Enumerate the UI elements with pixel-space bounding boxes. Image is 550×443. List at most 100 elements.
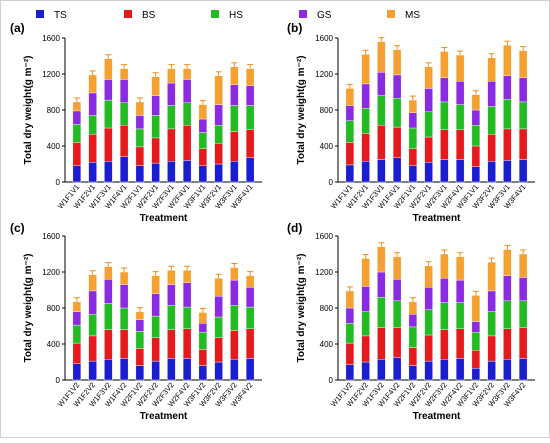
bar-gs-w2f3v1: [440, 77, 449, 103]
bar-bs-w1f1v2: [72, 342, 82, 365]
legend-label: TS: [54, 10, 67, 21]
bar-hs-w3f1v2: [198, 332, 208, 350]
error-bar: [73, 97, 80, 102]
bar-bs-w1f4v2: [119, 329, 129, 359]
legend-swatch: [124, 10, 132, 18]
bar-bs-w2f2v1: [424, 136, 433, 163]
bar-gs-w3f3v2: [503, 275, 512, 302]
bar-gs-w2f3v1: [167, 82, 176, 106]
bar-ts-w2f2v2: [151, 360, 160, 381]
bar-gs-w3f2v2: [214, 296, 223, 318]
error-bar: [89, 70, 96, 75]
bar-hs-w2f1v1: [408, 127, 418, 149]
y-axis-title: Total dry weight(g m⁻²): [296, 254, 307, 363]
bar-hs-w3f2v1: [214, 125, 223, 144]
bar-ts-w3f4v2: [245, 358, 255, 381]
legend-swatch: [211, 10, 219, 18]
bar-ts-w1f1v1: [72, 165, 82, 183]
bar-bs-w1f4v2: [392, 327, 402, 358]
y-tick-label: 400: [47, 142, 61, 151]
bar-gs-w1f1v1: [345, 105, 355, 122]
error-bar: [394, 252, 401, 257]
bar-bs-w2f4v2: [455, 328, 465, 359]
bar-ms-w2f3v1: [440, 51, 449, 78]
bar-ts-w1f2v1: [361, 161, 370, 183]
bar-gs-w1f3v1: [104, 79, 113, 101]
error-bar: [73, 297, 80, 302]
bar-hs-w3f1v2: [471, 332, 481, 351]
bar-hs-w3f1v1: [471, 125, 481, 147]
error-bar: [184, 64, 191, 69]
bar-ts-w2f1v1: [408, 165, 418, 183]
bar-gs-w1f1v2: [72, 311, 82, 326]
bar-hs-w2f3v2: [440, 302, 449, 330]
error-bar: [247, 271, 254, 276]
bar-gs-w3f3v2: [230, 279, 239, 306]
legend-label: HS: [229, 10, 243, 21]
bar-ts-w2f2v1: [424, 161, 433, 183]
y-tick-label: 0: [329, 178, 334, 187]
bar-ts-w2f1v2: [135, 365, 145, 381]
bar-bs-w1f3v1: [377, 125, 386, 160]
y-tick-label: 1200: [315, 268, 333, 277]
bar-ms-w1f4v2: [392, 256, 402, 280]
bar-ms-w1f3v2: [104, 266, 113, 280]
error-bar: [136, 97, 143, 102]
bar-ts-w1f2v2: [361, 361, 370, 381]
error-bar: [121, 267, 128, 272]
bar-bs-w2f1v1: [408, 148, 418, 166]
bar-ms-w1f3v1: [104, 58, 113, 80]
bar-gs-w3f4v2: [245, 287, 255, 308]
bar-hs-w2f3v1: [440, 101, 449, 131]
y-tick-label: 400: [47, 340, 61, 349]
bar-ms-w3f2v1: [214, 75, 223, 105]
bar-gs-w1f2v1: [361, 83, 370, 109]
legend-swatch: [387, 10, 395, 18]
error-bar: [488, 257, 495, 263]
panel-label: (b): [287, 21, 302, 35]
bar-ts-w3f1v1: [471, 166, 481, 183]
bar-gs-w2f1v1: [408, 112, 418, 129]
y-tick-label: 0: [56, 376, 61, 385]
y-axis-title: Total dry weight(g m⁻²): [23, 254, 34, 363]
bar-bs-w3f4v1: [518, 128, 528, 160]
bar-gs-w2f1v2: [135, 319, 145, 332]
bar-gs-w3f2v2: [487, 290, 496, 312]
y-tick-label: 1200: [42, 268, 60, 277]
bar-ms-w2f2v2: [424, 265, 433, 288]
error-bar: [247, 64, 254, 69]
error-bar: [105, 262, 112, 267]
bar-bs-w2f2v1: [151, 137, 160, 164]
bar-hs-w1f2v2: [88, 314, 97, 337]
bar-ms-w3f3v1: [230, 66, 239, 86]
bar-gs-w3f1v1: [471, 109, 481, 126]
bar-ms-w3f2v2: [214, 278, 223, 297]
bar-hs-w2f4v2: [182, 306, 192, 329]
bar-gs-w3f4v2: [518, 277, 528, 301]
bar-gs-w2f3v2: [167, 284, 176, 306]
bar-ts-w2f3v1: [440, 159, 449, 183]
bar-ms-w2f3v2: [167, 270, 176, 285]
bar-ms-w3f1v1: [471, 94, 481, 111]
y-tick-label: 400: [320, 340, 334, 349]
error-bar: [199, 308, 206, 313]
error-bar: [441, 249, 448, 254]
bar-hs-w1f2v1: [361, 107, 370, 134]
bar-ms-w2f3v1: [167, 68, 176, 84]
bar-bs-w3f3v1: [230, 131, 239, 162]
bar-ms-w2f1v1: [408, 99, 418, 113]
bar-hs-w3f4v2: [518, 300, 528, 328]
error-bar: [362, 49, 369, 55]
bar-bs-w1f3v1: [104, 127, 113, 162]
bar-ts-w2f2v1: [151, 162, 160, 183]
bar-gs-w3f3v1: [503, 75, 512, 100]
legend-label: BS: [142, 10, 156, 21]
bar-ts-w1f3v2: [104, 359, 113, 381]
bar-ts-w2f3v1: [167, 161, 176, 183]
bar-ms-w3f1v2: [471, 295, 481, 322]
bar-bs-w2f3v1: [440, 129, 449, 160]
bar-ts-w1f4v1: [119, 156, 129, 183]
bar-gs-w3f2v1: [487, 80, 496, 107]
x-axis-title: Treatment: [140, 411, 188, 422]
x-axis-title: Treatment: [413, 411, 461, 422]
